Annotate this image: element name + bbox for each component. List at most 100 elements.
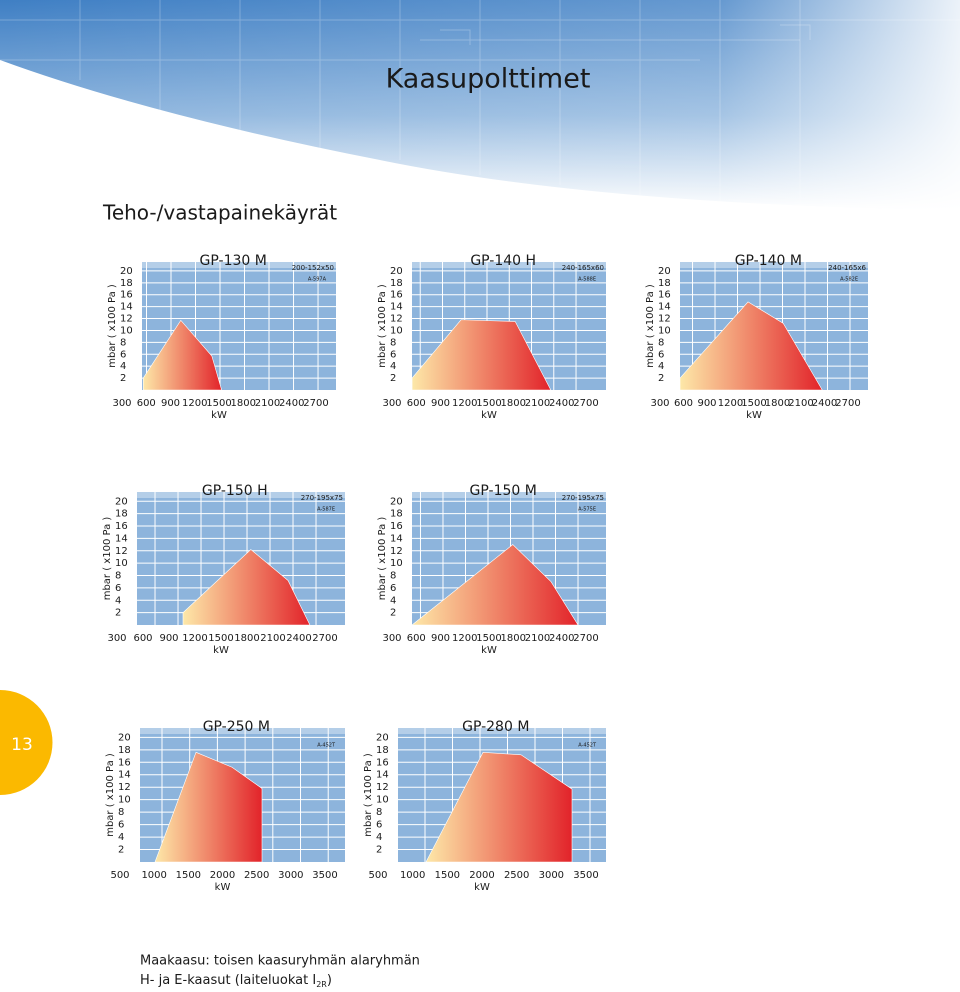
y-tick-label: 6 [658,349,664,360]
x-tick-label: 2400 [812,398,837,409]
area [411,544,579,626]
x-tick-label: 1500 [176,870,201,881]
x-tick-label: 500 [368,870,387,881]
y-tick-label: 10 [390,325,403,336]
x-tick-label: 1500 [476,398,501,409]
x-tick-label: 500 [110,870,129,881]
y-tick-label: 10 [118,795,131,806]
x-tick-label: 900 [161,398,180,409]
y-tick-label: 4 [390,361,396,372]
y-tick-label: 10 [120,325,133,336]
x-tick-label: 2700 [312,633,337,644]
x-tick-label: 1500 [741,398,766,409]
title-band [142,256,336,268]
x-tick-label: 600 [137,398,156,409]
x-tick-label: 2000 [469,870,494,881]
x-axis-label: kW [213,645,229,656]
title-band [140,722,345,734]
x-tick-label: 1500 [208,633,233,644]
y-tick-label: 18 [658,278,671,289]
y-tick-label: 16 [115,521,128,532]
y-tick-label: 6 [118,820,124,831]
area [182,549,311,626]
y-tick-label: 8 [390,571,396,582]
x-tick-label: 600 [674,398,693,409]
y-tick-label: 14 [658,302,671,313]
x-tick-label: 1200 [182,633,207,644]
chart-title: GP-140 M [735,253,802,269]
y-tick-label: 20 [118,732,131,743]
y-tick-label: 8 [390,337,396,348]
footnote-sub: 2R [316,980,327,989]
x-tick-label: 300 [650,398,669,409]
x-tick-label: 1200 [718,398,743,409]
y-tick-label: 10 [115,558,128,569]
title-band [680,256,868,268]
y-tick-label: 14 [118,770,131,781]
y-axis-label: mbar ( x100 Pa ) [107,284,118,368]
x-tick-label: 600 [407,398,426,409]
y-tick-label: 18 [390,278,403,289]
y-tick-label: 10 [390,558,403,569]
x-tick-label: 900 [431,633,450,644]
x-tick-label: 3500 [573,870,598,881]
y-tick-label: 4 [658,361,664,372]
x-tick-label: 1000 [400,870,425,881]
footnote-text: ) [327,973,332,988]
page-tab [0,690,53,795]
y-tick-label: 12 [658,314,671,325]
header-graphic [0,0,960,210]
y-tick-label: 2 [390,608,396,619]
x-axis-label: kW [746,410,762,421]
y-tick-label: 20 [390,496,403,507]
x-tick-label: 1200 [452,633,477,644]
y-tick-label: 8 [658,337,664,348]
x-tick-label: 2700 [573,398,598,409]
y-tick-label: 8 [120,337,126,348]
area [411,319,552,391]
y-tick-label: 18 [118,745,131,756]
title-band [137,486,345,498]
x-tick-label: 900 [697,398,716,409]
x-tick-label: 2400 [549,633,574,644]
y-tick-label: 14 [390,302,403,313]
y-tick-label: 12 [115,546,128,557]
y-tick-label: 18 [115,509,128,520]
x-tick-label: 2100 [525,633,550,644]
y-tick-label: 16 [376,757,389,768]
y-tick-label: 12 [376,782,389,793]
x-tick-label: 2500 [244,870,269,881]
chart-ref: A-582E [840,277,858,283]
x-tick-label: 1500 [435,870,460,881]
y-tick-label: 16 [390,290,403,301]
x-tick-label: 2000 [210,870,235,881]
y-axis-label: mbar ( x100 Pa ) [645,284,656,368]
x-tick-label: 2400 [549,398,574,409]
x-tick-label: 2100 [255,398,280,409]
x-tick-label: 1800 [234,633,259,644]
y-tick-label: 16 [120,290,133,301]
page-title: Kaasupolttimet [386,64,591,95]
title-band [412,486,606,498]
x-axis-label: kW [481,410,497,421]
x-tick-label: 2700 [303,398,328,409]
footnote: Maakaasu: toisen kaasuryhmän alaryhmän [140,954,420,969]
y-tick-label: 6 [120,349,126,360]
y-tick-label: 4 [390,595,396,606]
y-tick-label: 12 [390,314,403,325]
page-number: 13 [11,735,33,755]
x-tick-label: 2100 [525,398,550,409]
x-tick-label: 2400 [279,398,304,409]
x-tick-label: 2700 [573,633,598,644]
title-band [398,722,606,734]
chart-ref: A-452T [317,743,336,749]
footnote: H- ja E-kaasut (laiteluokat I2R) [140,973,332,989]
x-tick-label: 2100 [260,633,285,644]
y-tick-label: 14 [376,770,389,781]
y-tick-label: 16 [390,521,403,532]
